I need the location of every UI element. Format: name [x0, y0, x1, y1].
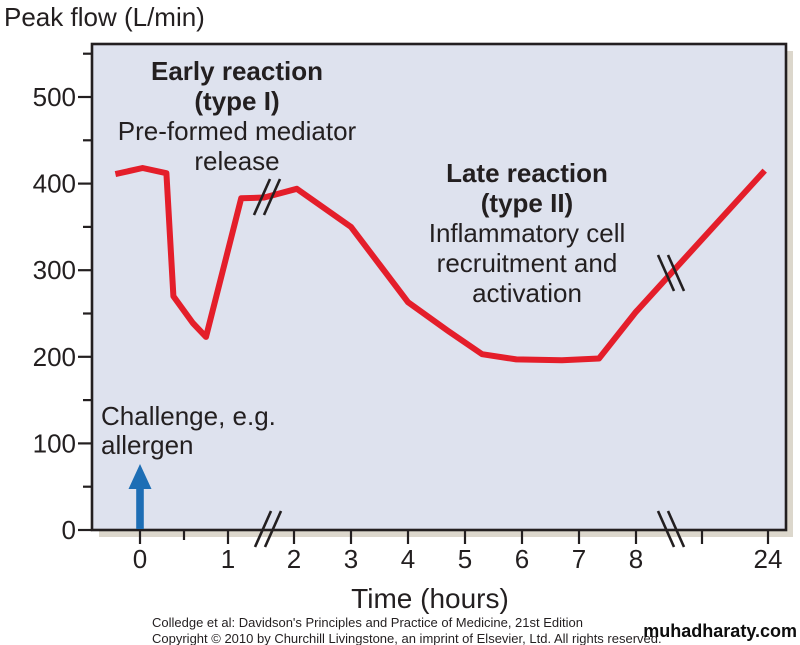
y-tick-label: 200: [33, 342, 76, 372]
x-tick-label: 7: [572, 544, 586, 574]
x-tick-label: 5: [458, 544, 472, 574]
peak-flow-curve: [114, 165, 767, 364]
x-tick-label: 1: [221, 544, 235, 574]
late-reaction-annotation: Late reaction (type II) Inflammatory cel…: [397, 158, 657, 308]
x-axis-break-mark: [263, 510, 283, 548]
challenge-arrow-icon: [128, 464, 152, 529]
x-tick-label: 2: [287, 544, 301, 574]
plot-area: [90, 42, 788, 532]
credits-line1: Colledge et al: Davidson's Principles an…: [152, 615, 583, 630]
curve-break-mark: [656, 254, 676, 292]
late-reaction-heading-line1: Late reaction: [446, 158, 608, 188]
x-axis-break-mark: [656, 510, 676, 548]
credits-line2: Copyright © 2010 by Churchill Livingston…: [152, 630, 662, 645]
x-axis-break-mark: [253, 510, 273, 548]
y-tick-label: 500: [33, 82, 76, 112]
late-reaction-heading-line2: (type II): [480, 188, 574, 218]
y-tick-label: 400: [33, 169, 76, 199]
x-tick-label: 24: [754, 544, 783, 574]
x-tick-label: 6: [515, 544, 529, 574]
y-tick-label: 300: [33, 255, 76, 285]
x-tick-label: 0: [133, 544, 147, 574]
late-reaction-body: Inflammatory cell recruitment and activa…: [428, 218, 626, 308]
early-reaction-body: Pre-formed mediator release: [117, 116, 357, 176]
x-tick-label: 4: [401, 544, 415, 574]
curve-break-mark: [666, 254, 686, 292]
y-tick-label: 100: [33, 428, 76, 458]
x-tick-label: 8: [629, 544, 643, 574]
early-reaction-heading-line1: Early reaction: [151, 56, 323, 86]
x-tick-label: 3: [344, 544, 358, 574]
challenge-annotation: Challenge, e.g. allergen: [101, 401, 276, 460]
curve-break-mark: [262, 178, 282, 216]
watermark: muhadharaty.com: [643, 621, 797, 641]
x-axis-title: Time (hours): [351, 583, 509, 614]
x-axis-break-mark: [666, 510, 686, 548]
credits: Colledge et al: Davidson's Principles an…: [152, 615, 662, 645]
early-reaction-heading-line2: (type I): [194, 86, 280, 116]
early-reaction-annotation: Early reaction (type I) Pre-formed media…: [87, 56, 387, 176]
y-axis-title: Peak flow (L/min): [4, 2, 205, 32]
y-tick-label: 0: [62, 515, 76, 545]
curve-break-mark: [252, 178, 272, 216]
